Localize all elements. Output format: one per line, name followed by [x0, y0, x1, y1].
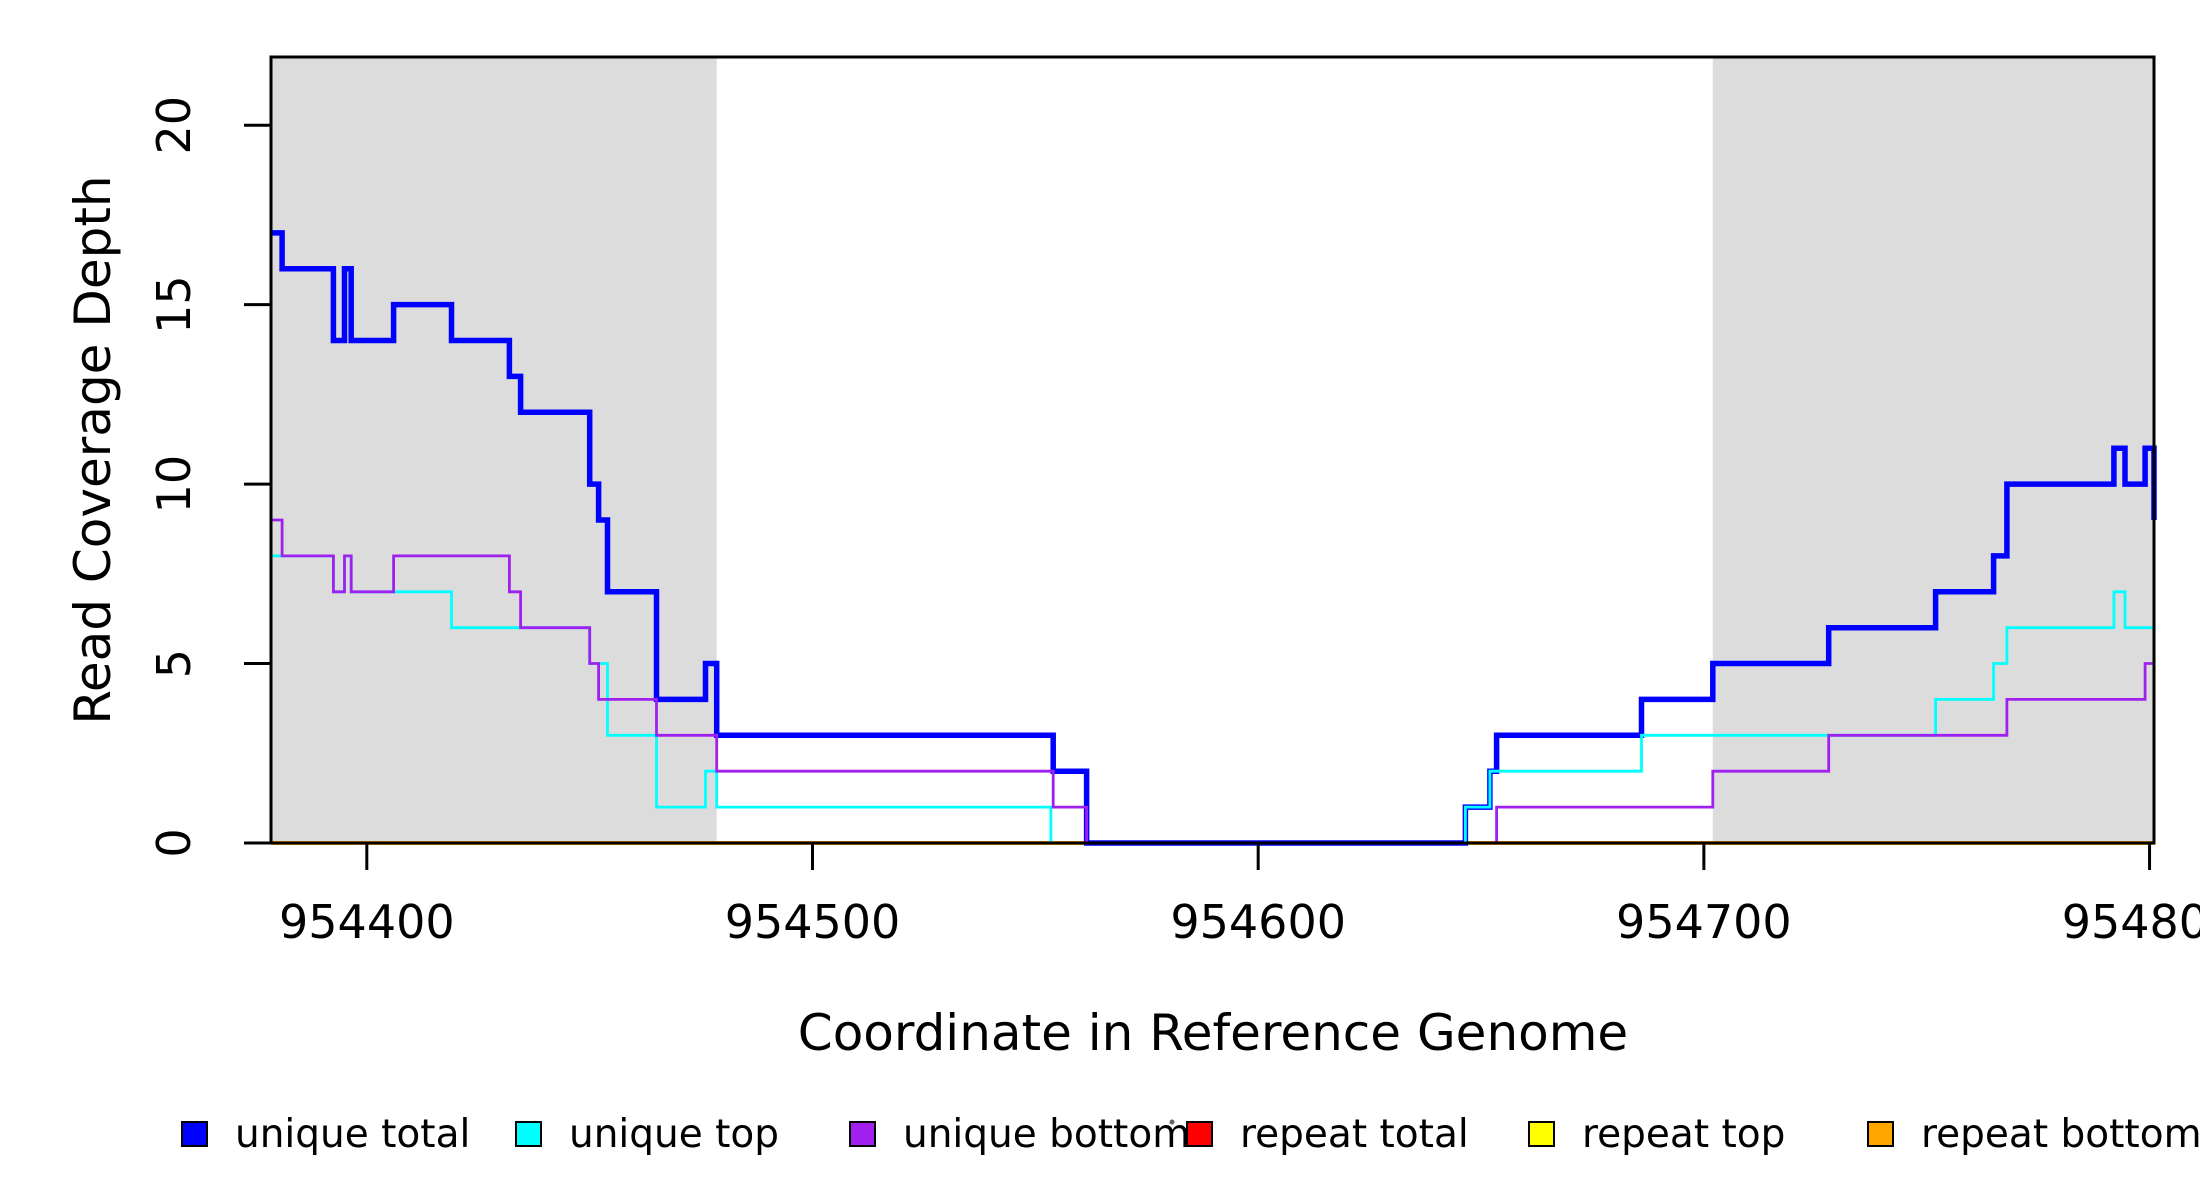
- series-line-unique-bottom: [271, 518, 2154, 845]
- y-axis-layer: 0 5 10 15 20: [147, 96, 271, 858]
- legend-label-unique-bottom: unique bottom: [903, 1112, 1190, 1157]
- legend-swatch-unique-top: [515, 1121, 542, 1147]
- legend-swatch-unique-bottom: [849, 1121, 876, 1147]
- legend-swatch-unique-total: [181, 1121, 208, 1147]
- legend-item-unique-bottom: unique bottom: [849, 1112, 1190, 1157]
- legend-item-repeat-total: repeat total: [1186, 1112, 1469, 1157]
- legend-item-repeat-top: repeat top: [1528, 1112, 1785, 1157]
- y-tick-label-10: 10: [147, 455, 201, 514]
- x-tick-label-954700: 954700: [1616, 895, 1792, 949]
- legend-label-repeat-top: repeat top: [1582, 1112, 1785, 1157]
- legend-swatch-repeat-bottom: [1867, 1121, 1894, 1147]
- shaded-region-0: [271, 57, 717, 843]
- legend-swatch-repeat-total: [1186, 1121, 1213, 1147]
- y-tick-label-15: 15: [147, 275, 201, 334]
- shaded-regions-layer: [271, 57, 2154, 843]
- legend: unique total unique top unique bottom repea…: [181, 1112, 2200, 1157]
- x-tick-label-954600: 954600: [1170, 895, 1346, 949]
- legend-item-unique-top: unique top: [515, 1112, 779, 1157]
- legend-label-repeat-total: repeat total: [1240, 1112, 1469, 1157]
- legend-label-unique-top: unique top: [569, 1112, 779, 1157]
- y-tick-label-5: 5: [147, 649, 201, 678]
- y-axis-title: Read Coverage Depth: [64, 175, 122, 724]
- legend-swatch-repeat-top: [1528, 1121, 1555, 1147]
- plot-box: [269, 55, 2156, 845]
- stray-mark: [1169, 1119, 1175, 1125]
- shaded-region-1: [1712, 57, 2154, 843]
- y-tick-label-0: 0: [147, 828, 201, 857]
- legend-item-unique-total: unique total: [181, 1112, 470, 1157]
- legend-label-repeat-bottom: repeat bottom: [1921, 1112, 2200, 1157]
- x-axis-title: Coordinate in Reference Genome: [798, 1004, 1628, 1062]
- x-tick-label-954500: 954500: [725, 895, 901, 949]
- y-tick-label-20: 20: [147, 96, 201, 155]
- legend-item-repeat-bottom: repeat bottom: [1867, 1112, 2200, 1157]
- series-line-unique-total: [271, 230, 2157, 846]
- x-tick-label-954400: 954400: [279, 895, 455, 949]
- legend-label-unique-total: unique total: [235, 1112, 470, 1157]
